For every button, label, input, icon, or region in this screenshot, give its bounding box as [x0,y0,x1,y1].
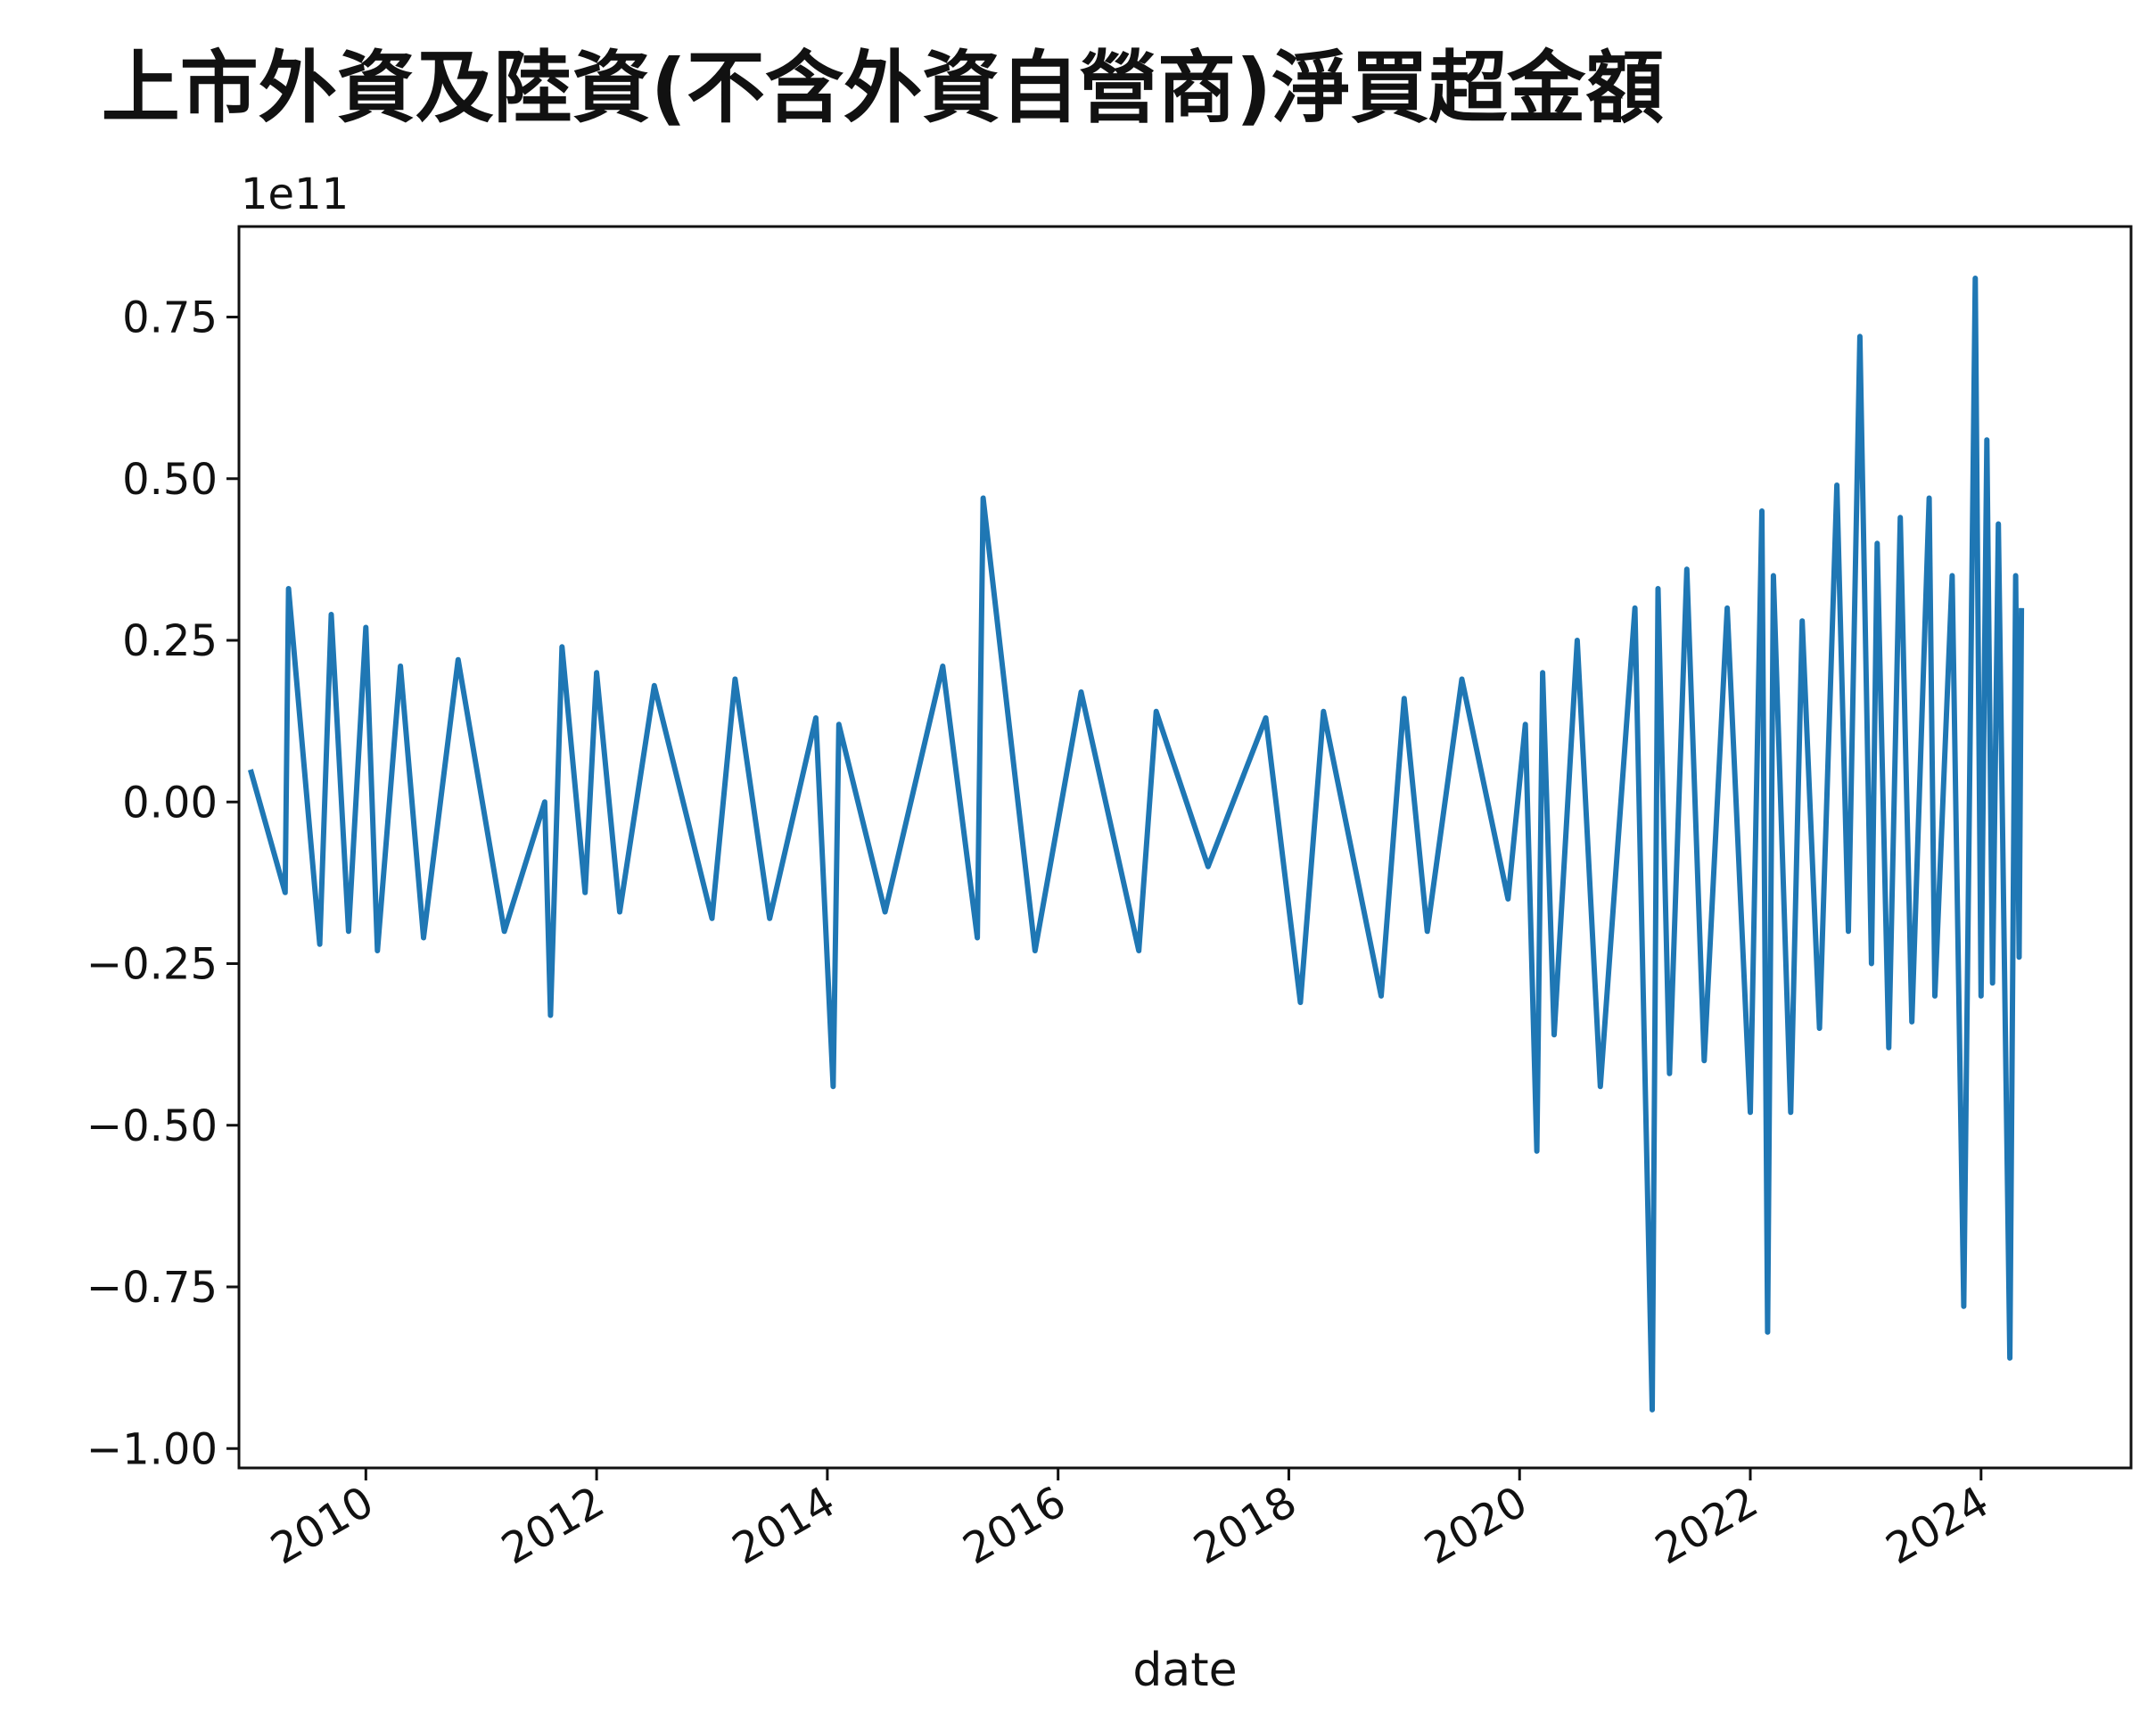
series-line-0 [248,276,2025,1413]
chart-title: 上市外資及陸資(不含外資自營商)淨買超金額 [101,42,1665,134]
y-tick-label: 0.50 [122,455,218,505]
y-tick-label: 0.75 [122,293,218,343]
x-axis-label: date [1132,1644,1237,1697]
y-tick-label: −1.00 [86,1424,218,1474]
y-tick-label: 0.25 [122,616,218,666]
offset-label: 1e11 [241,169,349,219]
series-layer [248,276,2025,1413]
y-tick-label: 0.00 [122,778,218,828]
x-tick-label: 2014 [724,1477,843,1575]
x-tick-label: 2020 [1416,1477,1535,1575]
plot-frame [237,225,2133,1470]
x-tick-label: 2012 [493,1477,613,1575]
x-tick-label: 2022 [1647,1477,1766,1575]
y-axis: 0.75 0.50 0.25 0.00 −0.25 −0.50 −0.75 −1.00 [86,293,239,1474]
x-axis: 2010 2012 2014 2016 2018 2020 2022 2024 [263,1468,1997,1574]
y-tick-label: −0.50 [86,1101,218,1151]
x-tick-label: 2016 [955,1477,1074,1575]
x-tick-label: 2010 [263,1477,383,1575]
x-tick-label: 2024 [1878,1477,1997,1575]
y-tick-label: −0.25 [86,940,218,990]
x-tick-label: 2018 [1186,1477,1305,1575]
y-tick-label: −0.75 [86,1263,218,1313]
